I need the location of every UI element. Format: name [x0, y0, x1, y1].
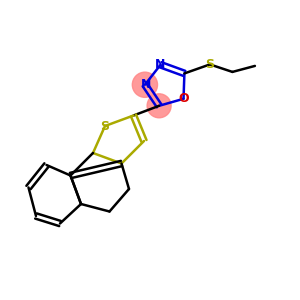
- Text: S: S: [206, 58, 214, 71]
- Text: N: N: [155, 58, 166, 71]
- Text: S: S: [100, 119, 109, 133]
- Text: N: N: [141, 78, 152, 91]
- Circle shape: [147, 94, 171, 118]
- Text: O: O: [178, 92, 189, 105]
- Circle shape: [132, 72, 158, 97]
